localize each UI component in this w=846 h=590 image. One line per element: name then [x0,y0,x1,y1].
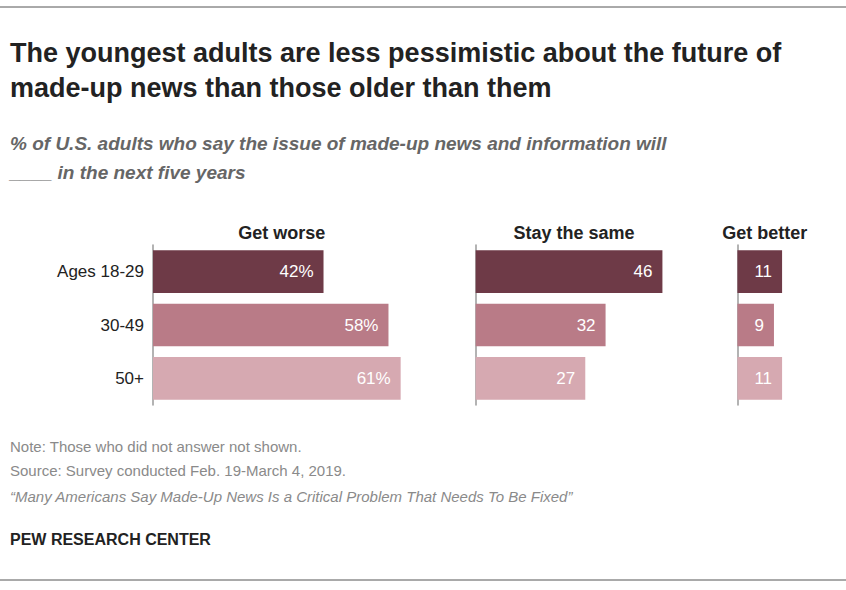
svg-text:32: 32 [577,316,596,335]
svg-text:Note: Those who did not answer: Note: Those who did not answer not shown… [10,438,302,455]
svg-text:9: 9 [754,316,763,335]
svg-text:42%: 42% [279,262,313,281]
svg-text:11: 11 [754,369,772,388]
svg-text:46: 46 [633,262,652,281]
svg-text:Ages 18-29: Ages 18-29 [57,262,144,281]
svg-text:50+: 50+ [115,369,144,388]
svg-text:Source: Survey conducted Feb.: Source: Survey conducted Feb. 19-March 4… [10,462,346,479]
svg-text:Stay the same: Stay the same [514,223,635,243]
svg-text:made-up news than those older: made-up news than those older than them [10,73,552,103]
svg-text:The youngest adults are less p: The youngest adults are less pessimistic… [10,38,789,68]
svg-text:PEW RESEARCH CENTER: PEW RESEARCH CENTER [10,531,211,548]
svg-text:61%: 61% [357,369,391,388]
svg-text:Get worse: Get worse [238,223,325,243]
svg-text:11: 11 [754,262,772,281]
svg-text:Get better: Get better [722,223,807,243]
svg-text:58%: 58% [344,316,378,335]
svg-text:____ in the next five years: ____ in the next five years [8,162,246,183]
svg-text:27: 27 [556,369,575,388]
svg-text:“Many Americans Say Made-Up Ne: “Many Americans Say Made-Up News Is a Cr… [10,488,573,505]
svg-text:% of U.S. adults who say the i: % of U.S. adults who say the issue of ma… [10,133,672,154]
svg-text:30-49: 30-49 [101,316,144,335]
